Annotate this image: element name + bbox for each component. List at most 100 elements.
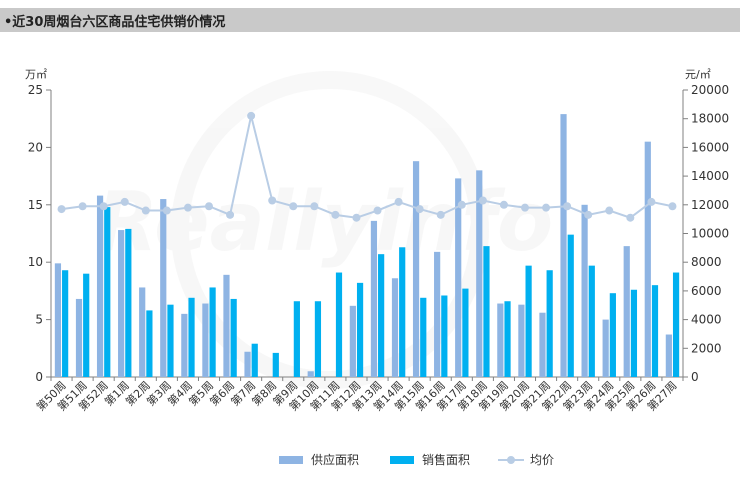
sales-bar bbox=[314, 301, 322, 377]
supply-bar bbox=[434, 251, 441, 377]
supply-bar bbox=[644, 141, 651, 377]
price-point bbox=[247, 111, 256, 120]
right-axis-tick-label: 16000 bbox=[691, 140, 729, 154]
supply-bar bbox=[54, 263, 62, 377]
sales-bar bbox=[272, 352, 279, 377]
supply-bar bbox=[307, 371, 314, 377]
price-point bbox=[436, 210, 445, 219]
price-point bbox=[584, 210, 593, 219]
price-point bbox=[521, 203, 529, 212]
title-bar: •近30周烟台六区商品住宅供销价情况 bbox=[0, 8, 740, 32]
legend-label: 供应面积 bbox=[311, 452, 359, 467]
right-axis-tick-label: 14000 bbox=[691, 169, 729, 183]
legend: 供应面积 销售面积 均价 bbox=[279, 452, 554, 467]
left-axis-unit: 万㎡ bbox=[25, 68, 47, 81]
sales-bar bbox=[420, 297, 427, 377]
price-point bbox=[499, 200, 508, 209]
sales-bar bbox=[378, 254, 385, 377]
sales-bar bbox=[356, 282, 364, 377]
price-point bbox=[394, 197, 403, 206]
sales-bar bbox=[609, 293, 616, 377]
price-point bbox=[563, 202, 572, 211]
legend-swatch bbox=[390, 456, 414, 464]
sales-bar bbox=[525, 265, 532, 377]
price-point bbox=[542, 203, 551, 212]
chart-title: •近30周烟台六区商品住宅供销价情况 bbox=[4, 15, 226, 30]
price-point bbox=[141, 206, 150, 215]
right-axis-tick-label: 8000 bbox=[691, 255, 722, 269]
right-axis-tick-label: 10000 bbox=[691, 227, 729, 241]
price-point bbox=[668, 202, 677, 211]
sales-bar bbox=[146, 310, 153, 377]
sales-bar bbox=[188, 297, 195, 377]
price-point bbox=[415, 205, 424, 214]
sales-bar bbox=[462, 288, 469, 377]
sales-bar bbox=[483, 246, 490, 377]
x-tick-labels: 第50周第51周第52周第1周第2周第3周第4周第5周第6周第7周第8周第9周第… bbox=[33, 378, 679, 413]
sales-bar bbox=[546, 270, 553, 377]
right-axis-tick-label: 18000 bbox=[691, 112, 729, 126]
left-axis-tick-label: 5 bbox=[35, 313, 43, 327]
supply-bar bbox=[244, 351, 251, 377]
supply-bar bbox=[539, 312, 546, 377]
supply-bar bbox=[518, 304, 525, 377]
axes: 0 5 10 15 20 25 万㎡ 0 2000 4000 6000 8000 10000 12000 1… bbox=[25, 68, 729, 384]
supply-bar bbox=[497, 303, 504, 377]
sales-bar bbox=[167, 304, 174, 377]
price-point bbox=[57, 205, 66, 214]
supply-bar bbox=[118, 230, 125, 377]
left-axis-tick-label: 0 bbox=[35, 370, 43, 384]
sales-bar bbox=[630, 289, 638, 377]
price-point bbox=[310, 202, 319, 211]
sales-bar bbox=[62, 270, 69, 377]
right-axis-unit: 元/㎡ bbox=[685, 68, 711, 81]
sales-bar bbox=[209, 287, 216, 377]
sales-bar bbox=[441, 295, 448, 377]
price-point bbox=[373, 206, 382, 215]
price-point bbox=[162, 206, 171, 215]
sales-bar bbox=[672, 272, 680, 377]
supply-bar bbox=[181, 313, 188, 377]
supply-bar bbox=[665, 334, 672, 377]
supply-bar bbox=[391, 278, 399, 377]
price-point bbox=[226, 210, 235, 219]
right-axis-tick-label: 0 bbox=[691, 370, 699, 384]
left-axis-tick-label: 25 bbox=[28, 83, 43, 97]
price-point bbox=[289, 202, 298, 211]
legend-label: 均价 bbox=[530, 453, 554, 467]
price-point bbox=[183, 203, 192, 212]
supply-bar bbox=[602, 319, 609, 377]
sales-bar bbox=[251, 343, 258, 377]
price-point bbox=[626, 213, 635, 222]
supply-bar bbox=[202, 303, 209, 377]
legend-swatch bbox=[279, 456, 303, 464]
sales-bar bbox=[293, 301, 300, 377]
supply-bar bbox=[223, 274, 230, 377]
right-axis-tick-label: 4000 bbox=[691, 313, 722, 327]
left-axis-tick-label: 15 bbox=[28, 198, 43, 212]
supply-bar bbox=[349, 305, 356, 377]
right-axis-tick-label: 20000 bbox=[691, 83, 729, 97]
left-axis-tick-label: 20 bbox=[28, 140, 43, 154]
sales-bar bbox=[399, 247, 406, 377]
supply-bar bbox=[75, 298, 83, 377]
price-point bbox=[478, 196, 487, 205]
price-point bbox=[331, 210, 340, 219]
right-axis-tick-label: 2000 bbox=[691, 341, 722, 355]
left-axis-tick-label: 10 bbox=[28, 255, 43, 269]
sales-bar bbox=[504, 301, 511, 377]
sales-bar bbox=[230, 298, 237, 377]
price-line bbox=[57, 111, 677, 222]
price-point bbox=[352, 213, 361, 222]
price-point bbox=[99, 202, 108, 211]
price-point bbox=[457, 200, 466, 209]
price-point bbox=[120, 197, 129, 206]
sales-bar bbox=[335, 272, 343, 377]
supply-bar bbox=[560, 114, 567, 377]
sales-bar bbox=[104, 207, 111, 377]
supply-bar bbox=[455, 178, 462, 377]
price-point bbox=[605, 206, 614, 215]
supply-bar bbox=[96, 195, 104, 377]
sales-bar bbox=[651, 285, 659, 377]
